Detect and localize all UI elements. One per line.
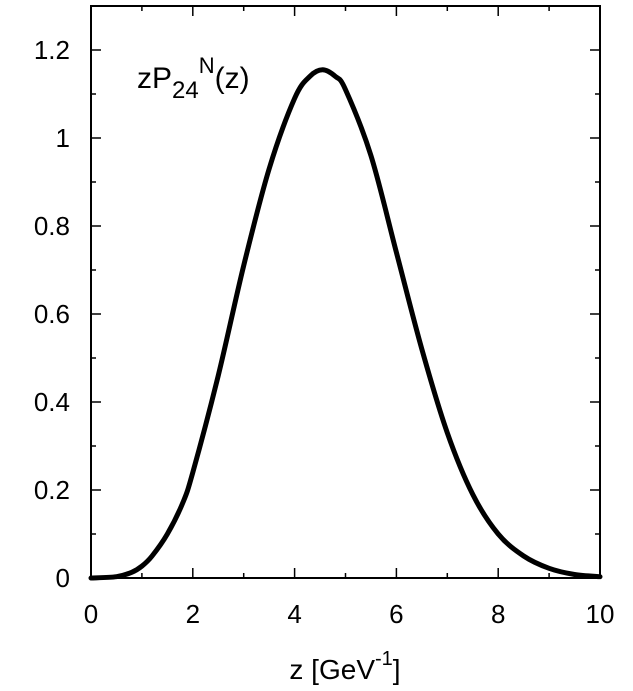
y-tick-label: 0.2 [34, 475, 70, 505]
plot-frame [90, 5, 601, 579]
x-axis-title-superscript: -1 [375, 648, 393, 670]
x-tick-label: 8 [491, 599, 505, 629]
annotation-superscript: N [199, 53, 215, 78]
annotation-main: zP [137, 62, 172, 95]
x-tick-label: 4 [287, 599, 301, 629]
series-line [88, 67, 603, 581]
curve-annotation: zP24N(z) [137, 53, 250, 104]
x-axis-title-main: z [GeV [289, 654, 375, 685]
x-tick-label: 6 [389, 599, 403, 629]
annotation-subscript: 24 [172, 77, 199, 104]
y-tick-label: 0 [56, 563, 70, 593]
y-tick-label: 1 [56, 123, 70, 153]
x-tick-label: 0 [84, 599, 98, 629]
y-tick-label: 0.6 [34, 299, 70, 329]
y-tick-label: 0.4 [34, 387, 70, 417]
x-tick-label: 2 [186, 599, 200, 629]
y-tick-label: 0.8 [34, 211, 70, 241]
annotation-tail: (z) [215, 62, 250, 95]
x-axis-title: z [GeV-1] [289, 648, 400, 685]
x-axis-title-tail: ] [393, 654, 401, 685]
x-tick-label: 10 [586, 599, 615, 629]
y-tick-label: 1.2 [34, 35, 70, 65]
